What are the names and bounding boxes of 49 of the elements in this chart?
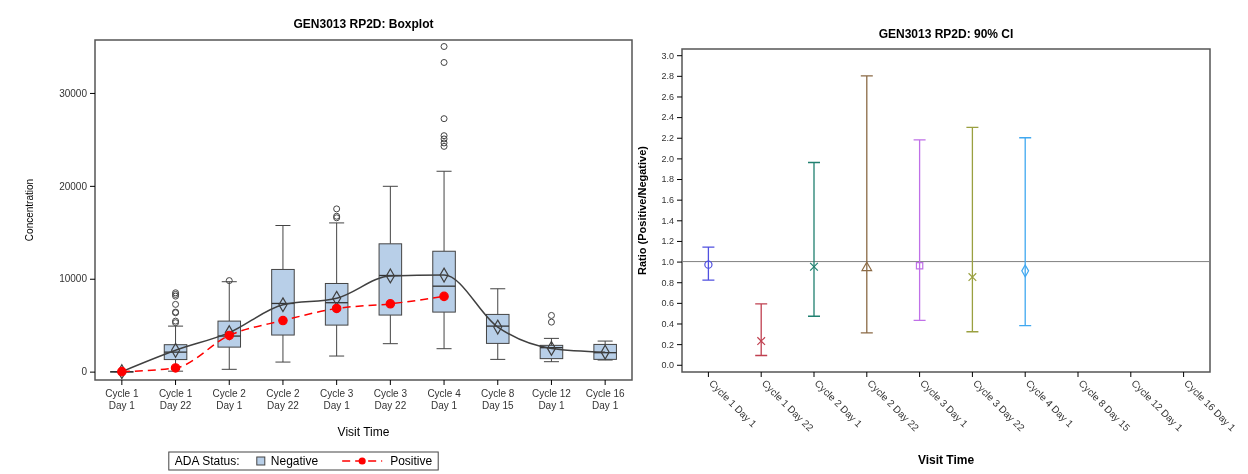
- point: [967, 272, 977, 282]
- y-tick-label: 3.0: [661, 50, 674, 61]
- y-tick-label: 1.0: [661, 256, 674, 267]
- legend-label: Positive: [390, 454, 433, 468]
- point: [704, 260, 713, 269]
- x-axis-title: Visit Time: [917, 453, 975, 467]
- y-tick-label: 0.6: [661, 298, 674, 309]
- point: [756, 336, 766, 346]
- x-tick-label: Cycle 16 Day 1: [585, 388, 626, 411]
- y-tick-label: 2.8: [661, 71, 674, 82]
- point: [861, 261, 873, 272]
- y-tick-label: 2.4: [661, 112, 674, 123]
- point: [170, 363, 181, 373]
- y-tick-label: 2.2: [661, 133, 674, 144]
- x-tick-label: Cycle 1 Day 22: [158, 388, 193, 411]
- x-tick-label: Cycle 3 Day 1: [319, 388, 354, 411]
- x-axis-title: Visit Time: [337, 425, 390, 439]
- y-tick-label: 1.6: [661, 195, 674, 206]
- x-tick-label: Cycle 3 Day 22: [373, 388, 408, 411]
- legend-label: Negative: [270, 454, 319, 468]
- point: [809, 262, 819, 272]
- y-tick-label: 20000: [59, 180, 88, 192]
- chart-title: GEN3013 RP2D: 90% CI: [878, 27, 1014, 41]
- point: [439, 291, 449, 302]
- y-tick-label: 30000: [59, 87, 88, 99]
- y-tick-label: 0.2: [661, 339, 674, 350]
- point: [385, 299, 396, 309]
- y-tick-label: 1.4: [661, 215, 674, 226]
- y-axis-title: Ratio (Positive/Negative): [636, 145, 648, 275]
- y-tick-label: 0.8: [661, 277, 674, 288]
- chart-title: GEN3013 RP2D: Boxplot: [293, 17, 434, 31]
- point: [278, 315, 288, 326]
- y-tick-label: 0.4: [661, 318, 674, 329]
- x-tick-label: Cycle 4 Day 1: [427, 388, 462, 411]
- x-tick-label: Cycle 8 Day 15: [481, 388, 515, 411]
- x-tick-label: Cycle 2 Day 22: [266, 388, 301, 411]
- y-tick-label: 0: [81, 366, 88, 378]
- x-tick-label: Cycle 1 Day 1: [105, 388, 139, 411]
- point: [915, 261, 924, 270]
- y-tick-label: 10000: [59, 273, 88, 285]
- y-tick-label: 2.0: [661, 153, 674, 164]
- y-axis-title: Concentration: [24, 178, 35, 242]
- y-tick-label: 1.2: [661, 236, 674, 247]
- x-tick-label: Cycle 12 Day 1: [532, 388, 572, 411]
- y-tick-label: 0.0: [661, 360, 674, 371]
- legend-title: ADA Status:: [174, 454, 240, 468]
- x-tick-label: Cycle 2 Day 1: [212, 388, 247, 411]
- y-tick-label: 1.8: [661, 174, 674, 185]
- y-tick-label: 2.6: [661, 91, 674, 102]
